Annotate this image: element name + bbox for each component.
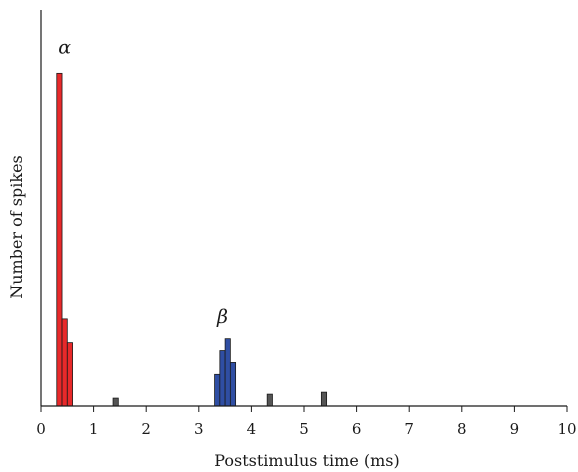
x-tick-label-9: 9 (510, 420, 520, 438)
histogram-bar-s1-b0 (214, 373, 221, 407)
x-axis-label: Poststimulus time (ms) (214, 451, 399, 470)
x-tick-label-5: 5 (299, 420, 309, 438)
x-tick-label-4: 4 (247, 420, 257, 438)
x-tick-label-3: 3 (194, 420, 204, 438)
histogram-bar-s1-b2 (224, 338, 231, 407)
annotation-label-0: α (58, 37, 71, 59)
annotation-label-1: β (216, 306, 228, 328)
bars-layer (56, 72, 328, 407)
x-tick-label-2: 2 (141, 420, 151, 438)
x-tick-label-10: 10 (557, 420, 576, 438)
histogram-bar-s2-b2 (320, 391, 328, 407)
histogram-bar-s1-b3 (229, 362, 237, 407)
x-tick-label-7: 7 (404, 420, 414, 438)
histogram-bar-s0-b1 (61, 318, 68, 407)
histogram-bar-s0-b2 (66, 342, 73, 407)
x-tick-label-8: 8 (457, 420, 467, 438)
y-axis-label: Number of spikes (7, 155, 26, 299)
labels-layer: 0 1 2 3 4 5 6 7 8 9 10 α β (36, 37, 576, 438)
x-tick-label-1: 1 (89, 420, 99, 438)
histogram-bar-s2-b1 (266, 393, 273, 407)
histogram-bar-s1-b1 (219, 350, 226, 407)
axes-layer (40, 10, 568, 412)
x-tick-label-0: 0 (36, 420, 46, 438)
x-tick-label-6: 6 (352, 420, 362, 438)
histogram-bar-s2-b0 (112, 397, 119, 407)
histogram-bar-s0-b0 (56, 72, 63, 407)
